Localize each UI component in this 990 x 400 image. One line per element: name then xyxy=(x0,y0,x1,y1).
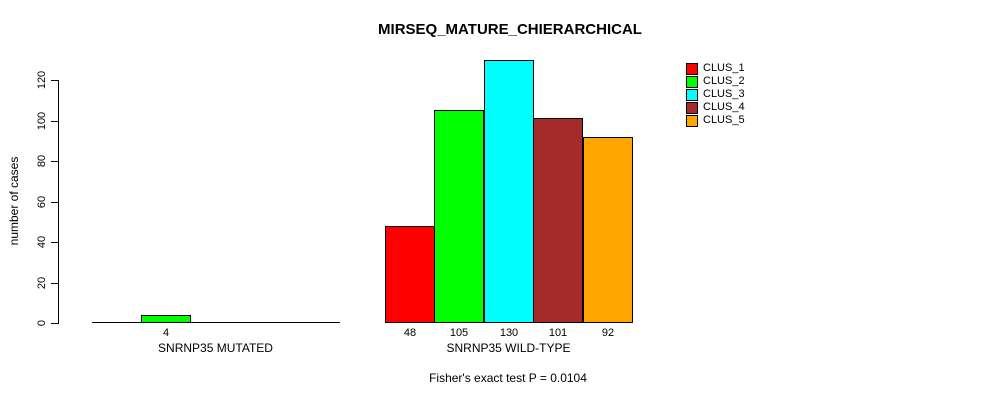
group-label: SNRNP35 WILD-TYPE xyxy=(446,341,571,355)
y-tick-label: 40 xyxy=(36,235,48,249)
bar xyxy=(583,137,633,323)
legend-label: CLUS_5 xyxy=(703,114,745,126)
y-tick-mark xyxy=(51,161,58,162)
y-axis-line xyxy=(58,80,59,324)
bar xyxy=(385,226,435,323)
legend-swatch xyxy=(686,62,698,75)
bar-value-label: 105 xyxy=(449,327,469,339)
legend-swatch xyxy=(686,101,698,114)
group-label: SNRNP35 MUTATED xyxy=(158,341,273,355)
bar-zero-height xyxy=(92,322,142,323)
bar-zero-height xyxy=(240,322,290,323)
bar xyxy=(141,315,191,323)
y-tick-mark xyxy=(51,323,58,324)
legend-swatch xyxy=(686,114,698,127)
bar-value-label: 48 xyxy=(403,327,417,339)
legend-item: CLUS_5 xyxy=(686,114,745,127)
y-tick-label: 120 xyxy=(36,70,48,90)
y-tick-mark xyxy=(51,283,58,284)
legend-label: CLUS_3 xyxy=(703,88,745,100)
pvalue-annotation: Fisher's exact test P = 0.0104 xyxy=(429,371,587,385)
y-tick-mark xyxy=(51,121,58,122)
bar xyxy=(533,118,583,323)
legend-label: CLUS_1 xyxy=(703,62,745,74)
y-tick-label: 80 xyxy=(36,154,48,168)
y-tick-mark xyxy=(51,202,58,203)
bar-zero-height xyxy=(290,322,340,323)
bar-value-label: 101 xyxy=(548,327,568,339)
y-tick-mark xyxy=(51,80,58,81)
y-tick-label: 100 xyxy=(36,111,48,131)
y-tick-mark xyxy=(51,242,58,243)
legend-swatch xyxy=(686,75,698,88)
y-axis-label: number of cases xyxy=(7,156,21,246)
y-tick-label: 60 xyxy=(36,195,48,209)
bar xyxy=(484,60,534,323)
chart-title: MIRSEQ_MATURE_CHIERARCHICAL xyxy=(378,21,642,38)
bar-value-label: 130 xyxy=(499,327,519,339)
bar-value-label: 4 xyxy=(162,327,170,339)
legend: CLUS_1 CLUS_2 CLUS_3 CLUS_4 CLUS_5 xyxy=(686,62,745,128)
legend-item: CLUS_1 xyxy=(686,62,745,75)
y-tick-label: 20 xyxy=(36,276,48,290)
legend-item: CLUS_2 xyxy=(686,75,745,88)
legend-swatch xyxy=(686,88,698,101)
legend-label: CLUS_4 xyxy=(703,101,745,113)
legend-label: CLUS_2 xyxy=(703,75,745,87)
legend-item: CLUS_4 xyxy=(686,101,745,114)
y-tick-label: 0 xyxy=(36,319,48,327)
bar xyxy=(434,110,484,323)
bar-value-label: 92 xyxy=(601,327,615,339)
legend-item: CLUS_3 xyxy=(686,88,745,101)
bar-zero-height xyxy=(191,322,241,323)
